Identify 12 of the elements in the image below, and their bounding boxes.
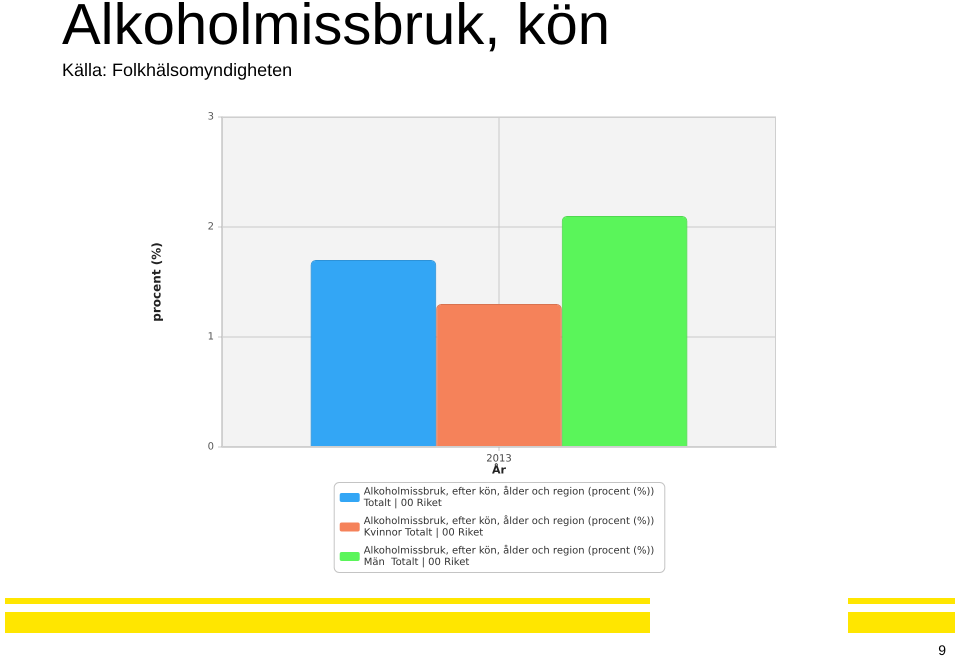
y-tick-label: 3 xyxy=(208,112,214,123)
legend-label: Alkoholmissbruk, efter kön, ålder och region (procent (%)) Totalt | 00 Riket xyxy=(362,485,654,509)
chart-title: Alkoholmissbruk, kön xyxy=(62,0,610,57)
text: Källa: Folkhälsomyndigheten xyxy=(62,60,292,80)
y-axis-title: procent (%) xyxy=(149,242,164,322)
legend-label: Alkoholmissbruk, efter kön, ålder och region (procent (%)) Kvinnor Totalt | 00 Riket xyxy=(364,514,654,538)
legend-label: Alkoholmissbruk, efter kön, ålder och region (procent (%)) Män Totalt | 00 Riket xyxy=(364,544,654,568)
y-tick-label: 1 xyxy=(208,332,214,343)
x-axis-title: År xyxy=(492,462,507,476)
text: 9 xyxy=(938,642,946,657)
y-tick-label: 2 xyxy=(208,222,214,233)
y-tick-label: 0 xyxy=(208,442,214,453)
